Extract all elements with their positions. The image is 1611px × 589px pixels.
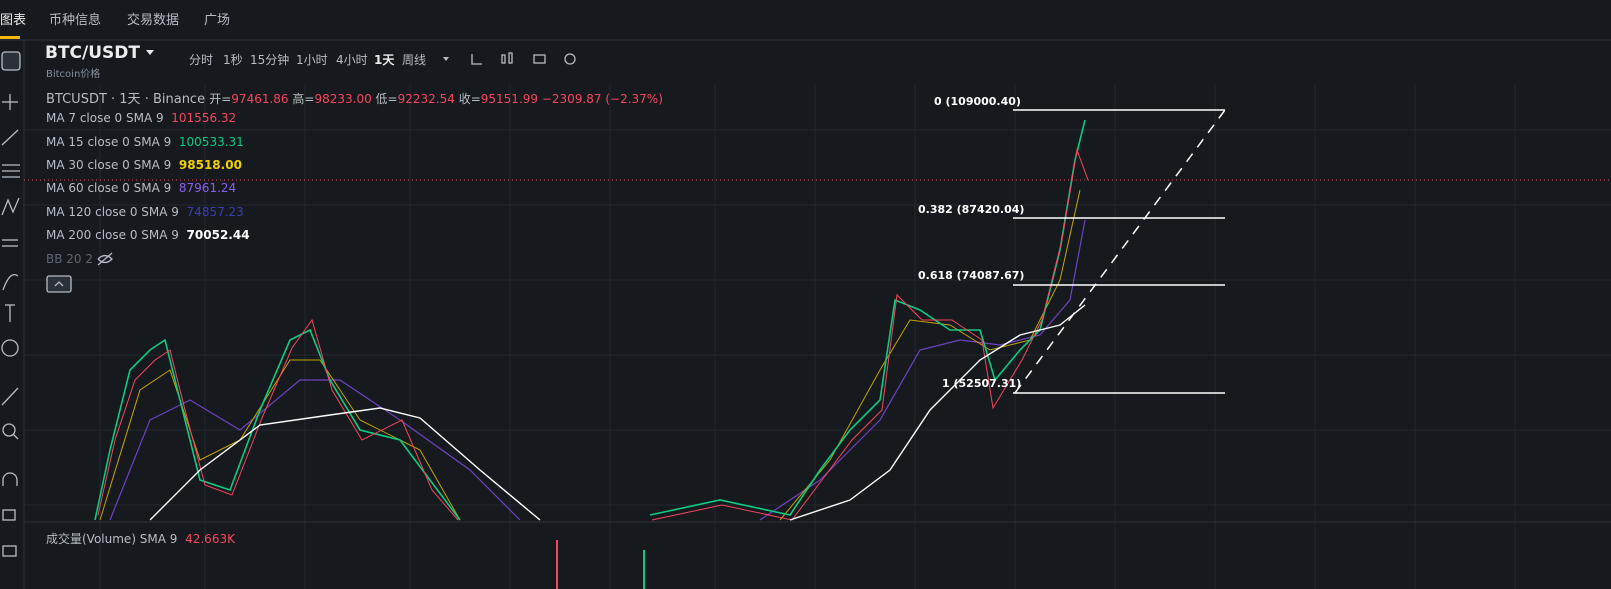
ohlc-label: 开= xyxy=(209,92,232,106)
ohlc-value: 95151.99 xyxy=(480,92,539,106)
symbol[interactable]: BTC/USDT xyxy=(45,43,140,63)
fib-label: 0.382 (87420.04) xyxy=(918,203,1025,216)
indicator: MA 120 close 0 SMA 9 74857.23 xyxy=(46,205,244,219)
indicator: BB 20 2 xyxy=(46,252,93,266)
volume-value: 42.663K xyxy=(185,532,235,546)
interval[interactable]: 4小时 xyxy=(336,53,368,67)
interval[interactable]: 15分钟 xyxy=(250,53,290,67)
interval[interactable]: 1秒 xyxy=(223,53,243,67)
indicator-value: 98518.00 xyxy=(178,158,242,172)
ohlc-label: 高= xyxy=(292,92,315,106)
indicator: MA 30 close 0 SMA 9 98518.00 xyxy=(46,158,242,172)
interval[interactable]: 周线 xyxy=(402,53,427,67)
fib-label: 0.618 (74087.67) xyxy=(918,269,1025,282)
tab[interactable]: 币种信息 xyxy=(49,13,102,28)
volume-legend: 成交量(Volume) SMA 9 42.663K xyxy=(46,530,235,547)
interval[interactable]: 1天 xyxy=(374,53,395,67)
interval[interactable]: 1小时 xyxy=(296,53,328,67)
indicator-value: 74857.23 xyxy=(186,205,244,219)
tab[interactable]: 交易数据 xyxy=(127,13,180,28)
indicator-value: 70052.44 xyxy=(186,228,250,242)
fib-label: 0 (109000.40) xyxy=(934,95,1021,108)
subtitle: Bitcoin价格 xyxy=(46,69,101,80)
tab[interactable]: 图表 xyxy=(0,13,27,28)
indicator-name: MA 15 close 0 SMA 9 xyxy=(46,135,172,149)
indicator-name: MA 200 close 0 SMA 9 xyxy=(46,228,179,242)
ohlc: 开=97461.86 高=98233.00 低=92232.54 收=95151… xyxy=(209,92,663,106)
legend: BTCUSDT · 1天 · Binance 开=97461.86 高=9823… xyxy=(46,88,663,107)
ohlc-value: 97461.86 xyxy=(231,92,289,106)
indicator: MA 200 close 0 SMA 9 70052.44 xyxy=(46,228,250,242)
indicator-name: MA 7 close 0 SMA 9 xyxy=(46,111,164,125)
indicator-value: 100533.31 xyxy=(178,135,244,149)
ohlc-label: 收= xyxy=(458,92,481,106)
indicator-value: 87961.24 xyxy=(178,181,237,195)
indicator: MA 7 close 0 SMA 9 101556.32 xyxy=(46,111,236,125)
indicator-name: MA 30 close 0 SMA 9 xyxy=(46,158,172,172)
interval[interactable]: 分时 xyxy=(189,53,214,67)
indicator-name: MA 60 close 0 SMA 9 xyxy=(46,181,172,195)
legend-title: BTCUSDT · 1天 · Binance xyxy=(46,92,206,107)
ohlc-value: 92232.54 xyxy=(397,92,455,106)
indicator-name: MA 120 close 0 SMA 9 xyxy=(46,205,179,219)
ohlc-value: 98233.00 xyxy=(314,92,372,106)
indicator: MA 60 close 0 SMA 9 87961.24 xyxy=(46,181,236,195)
indicator-value: 101556.32 xyxy=(171,111,237,125)
volume-name: 成交量(Volume) SMA 9 xyxy=(46,532,178,546)
tab[interactable]: 广场 xyxy=(204,13,231,28)
change: −2309.87 (−2.37%) xyxy=(541,92,663,106)
indicator: MA 15 close 0 SMA 9 100533.31 xyxy=(46,135,244,149)
ohlc-label: 低= xyxy=(375,92,398,106)
fib-label: 1 (52507.31) xyxy=(942,377,1022,390)
